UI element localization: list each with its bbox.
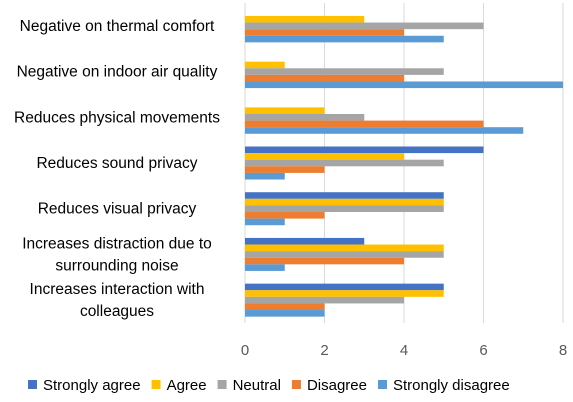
x-tick-label: 0 — [241, 342, 249, 359]
bar-strongly-disagree-6 — [245, 310, 325, 317]
legend-swatch — [377, 380, 387, 389]
category-labels: Negative on thermal comfort Negative on i… — [14, 18, 220, 320]
legend-swatch — [217, 380, 227, 389]
legend: Strongly agree Agree Neutral Disagree Strong… — [28, 377, 510, 394]
bar-strongly-agree-3 — [245, 146, 484, 154]
category-label: Increases distraction due to surrounding … — [22, 235, 212, 274]
bar-disagree-1 — [245, 74, 404, 82]
x-tick-label: 2 — [320, 342, 328, 359]
bar-neutral-5 — [245, 251, 444, 258]
bar-strongly-disagree-4 — [245, 218, 285, 226]
x-tick-label: 4 — [400, 342, 408, 359]
legend-label: Agree — [167, 377, 207, 394]
category-label: Reduces sound privacy — [36, 155, 197, 172]
x-tick-label: 8 — [559, 342, 567, 359]
category-label: Reduces visual privacy — [38, 201, 197, 218]
bar-strongly-agree-5 — [245, 237, 365, 245]
bar-neutral-3 — [245, 159, 444, 167]
category-label: Negative on indoor air quality — [17, 64, 218, 81]
x-axis-tick-labels: 0 2 4 6 8 — [241, 342, 567, 359]
bar-disagree-4 — [245, 212, 325, 219]
bar-neutral-4 — [245, 205, 444, 213]
category-label: Reduces physical movements — [14, 109, 220, 126]
bar-agree-5 — [245, 244, 444, 252]
legend-label: Neutral — [233, 377, 281, 394]
bar-neutral-2 — [245, 113, 365, 121]
bar-strongly-disagree-2 — [245, 127, 524, 134]
legend-swatch — [151, 380, 161, 389]
bar-agree-0 — [245, 15, 365, 23]
bar-disagree-3 — [245, 166, 325, 173]
bar-strongly-agree-6 — [245, 283, 444, 291]
bar-agree-2 — [245, 107, 325, 114]
legend-label: Disagree — [307, 377, 367, 394]
legend-label: Strongly disagree — [393, 377, 510, 394]
bar-neutral-6 — [245, 296, 404, 304]
legend-swatch — [291, 380, 301, 389]
bars — [245, 15, 563, 317]
legend-label: Strongly agree — [43, 377, 141, 394]
category-label: Negative on thermal comfort — [20, 18, 215, 35]
bar-disagree-0 — [245, 29, 404, 36]
category-label: Increases interaction with colleagues — [30, 281, 205, 320]
bar-strongly-disagree-5 — [245, 264, 285, 271]
bar-neutral-1 — [245, 68, 444, 75]
bar-agree-6 — [245, 290, 444, 297]
legend-swatch — [28, 380, 37, 389]
bar-disagree-5 — [245, 257, 404, 265]
x-tick-label: 6 — [479, 342, 487, 359]
bar-agree-1 — [245, 61, 285, 69]
bar-agree-4 — [245, 198, 444, 206]
bar-strongly-agree-4 — [245, 192, 444, 199]
bar-strongly-disagree-3 — [245, 172, 285, 180]
bar-strongly-disagree-0 — [245, 35, 444, 43]
bar-strongly-disagree-1 — [245, 81, 563, 89]
bar-disagree-2 — [245, 120, 484, 128]
bar-agree-3 — [245, 153, 404, 160]
bar-disagree-6 — [245, 303, 325, 311]
bar-neutral-0 — [245, 22, 484, 30]
